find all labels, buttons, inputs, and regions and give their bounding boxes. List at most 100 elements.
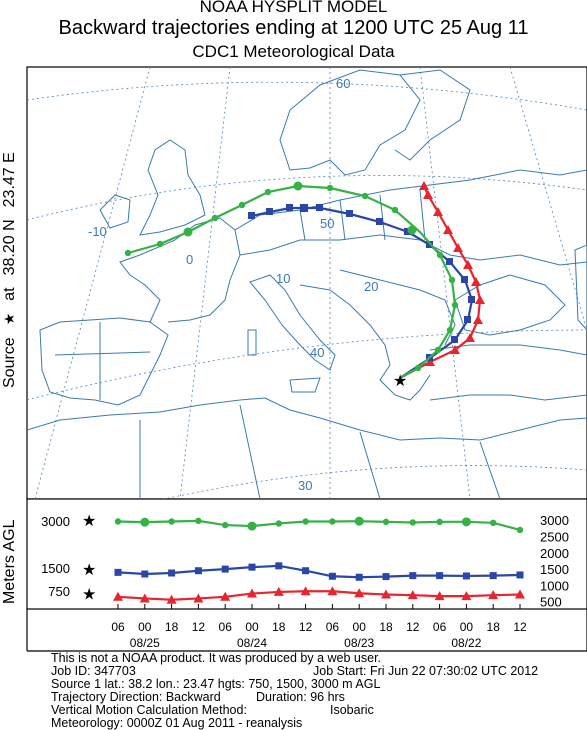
lat-label: 50 [320, 216, 334, 231]
footer-direction: Trajectory Direction: Backward [51, 690, 221, 704]
data-point [113, 591, 123, 601]
data-point [355, 573, 363, 581]
footer-meteorology: Meteorology: 0000Z 01 Aug 2011 - reanaly… [51, 716, 303, 730]
data-point [139, 593, 150, 603]
data-point [114, 518, 122, 525]
data-source-label: CDC1 Meteorological Data [192, 42, 395, 61]
data-point [302, 567, 310, 575]
svg-text:1500: 1500 [41, 561, 70, 576]
data-point [221, 565, 229, 573]
time-tick-label: 00 [353, 620, 367, 634]
data-point [194, 567, 202, 575]
right-tick-label: 1500 [540, 562, 569, 577]
lat-label: 60 [336, 76, 350, 91]
time-tick-label: 12 [299, 620, 313, 634]
data-point [166, 594, 177, 604]
data-point [193, 593, 204, 603]
data-point [381, 589, 391, 599]
profile-series: ★ ★ ★ [82, 513, 525, 604]
data-point [516, 571, 524, 579]
series-line [117, 590, 521, 601]
data-point [434, 591, 445, 601]
data-point [516, 526, 524, 534]
lon-label: 20 [364, 279, 378, 294]
data-point [382, 573, 390, 581]
right-tick-label: 2500 [540, 530, 569, 545]
footer-duration: Duration: 96 hrs [256, 690, 345, 704]
data-point [436, 518, 443, 526]
date-label: 08/22 [451, 636, 481, 650]
right-tick-label: 3000 [540, 513, 569, 528]
data-point [140, 517, 150, 527]
source-star-icon: ★ [393, 373, 407, 390]
data-point [382, 518, 390, 526]
data-point [488, 590, 499, 600]
data-point [354, 516, 364, 526]
trajectory-green [124, 181, 459, 379]
vertical-profile: Meters AGL 3000 1500 750 300025002000150… [1, 513, 569, 650]
time-tick-label: 00 [138, 620, 152, 634]
source-side-label: Source★at38.20 N23.47 E [1, 152, 18, 388]
svg-text:750: 750 [48, 584, 70, 599]
time-tick-label: 18 [165, 620, 179, 634]
profile-y-label: Meters AGL [1, 519, 18, 604]
footer-job-start: Job Start: Fri Jun 22 07:30:02 UTC 2012 [313, 664, 539, 678]
right-tick-label: 1000 [540, 578, 569, 593]
graticule [27, 67, 587, 499]
data-point [407, 590, 418, 600]
time-axis-labels: 06 00 18 12 06 00 18 12 06 00 18 12 06 00 18 12 [111, 604, 527, 634]
data-point [300, 586, 311, 596]
data-point [328, 572, 336, 580]
data-point [490, 519, 497, 527]
time-tick-label: 12 [513, 620, 527, 634]
chart-subtitle: Backward trajectories ending at 1200 UTC… [58, 17, 529, 39]
footer-vertical-value: Isobaric [330, 703, 374, 717]
data-point [168, 518, 175, 525]
data-point [247, 588, 257, 598]
data-point [222, 521, 229, 529]
time-tick-label: 18 [487, 620, 501, 634]
lon-label: -10 [88, 224, 107, 239]
footer-vertical-method: Vertical Motion Calculation Method: [51, 703, 247, 717]
lon-label: 0 [186, 252, 193, 267]
lon-label: 10 [276, 271, 290, 286]
source-star-icon: ★ [82, 587, 96, 604]
data-point [302, 518, 309, 525]
time-tick-label: 06 [111, 620, 125, 634]
data-point [273, 586, 284, 596]
footer-job-id: Job ID: 347703 [51, 664, 136, 678]
time-tick-label: 06 [219, 620, 233, 634]
right-tick-label: 2000 [540, 546, 569, 561]
data-point [248, 563, 256, 571]
right-tick-label: 500 [540, 595, 562, 610]
data-point [461, 517, 471, 527]
data-point [220, 591, 231, 601]
time-tick-label: 00 [460, 620, 474, 634]
graticule-labels: -10 0 10 20 30 40 50 60 [88, 76, 378, 493]
date-label: 08/25 [130, 636, 160, 650]
date-label: 08/24 [237, 636, 267, 650]
svg-text:Source★at38.20 N23.47 E: Source★at38.20 N23.47 E [1, 152, 18, 388]
data-point [275, 520, 282, 527]
time-tick-label: 12 [192, 620, 206, 634]
source-star-icon: ★ [82, 562, 96, 579]
footer-disclaimer: This is not a NOAA product. It was produ… [51, 651, 382, 665]
data-point [247, 521, 257, 531]
lat-label: 40 [310, 345, 324, 360]
data-point [141, 570, 149, 578]
data-point [114, 568, 122, 576]
data-point [195, 517, 202, 525]
time-tick-label: 00 [245, 620, 259, 634]
data-point [409, 572, 417, 580]
lat-label: 30 [298, 478, 312, 493]
model-title: NOAA HYSPLIT MODEL [199, 0, 388, 16]
data-point [354, 588, 365, 598]
map-frame [26, 66, 587, 500]
time-tick-label: 12 [406, 620, 420, 634]
map-area: -10 0 10 20 30 40 50 60 [27, 67, 587, 499]
svg-text:3000: 3000 [41, 514, 70, 529]
source-star-icon: ★ [82, 513, 96, 530]
data-point [327, 586, 338, 596]
